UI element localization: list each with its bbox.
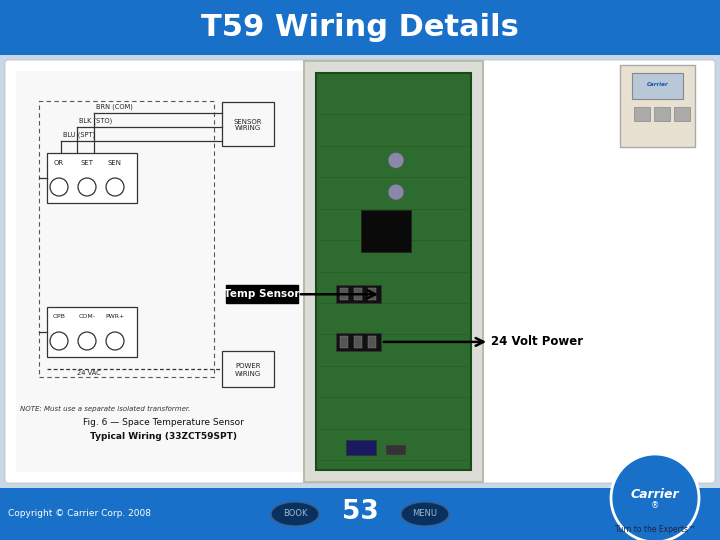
Text: ®: ® bbox=[651, 502, 659, 510]
Bar bbox=[47, 307, 137, 357]
Bar bbox=[0, 488, 720, 540]
Text: 53: 53 bbox=[341, 499, 379, 525]
Bar bbox=[386, 445, 406, 455]
Text: SET: SET bbox=[81, 160, 94, 166]
Text: T59 Wiring Details: T59 Wiring Details bbox=[201, 13, 519, 42]
Bar bbox=[340, 336, 348, 348]
Bar bbox=[674, 107, 690, 121]
Text: BLK (STO): BLK (STO) bbox=[79, 118, 112, 125]
Text: 24 VAC: 24 VAC bbox=[77, 370, 101, 376]
Bar bbox=[47, 153, 137, 203]
Bar bbox=[354, 288, 362, 300]
Text: Copyright © Carrier Corp. 2008: Copyright © Carrier Corp. 2008 bbox=[8, 510, 151, 518]
Text: MENU: MENU bbox=[413, 510, 438, 518]
Bar bbox=[368, 288, 376, 300]
Text: BOOK: BOOK bbox=[283, 510, 307, 518]
Text: 24 Volt Power: 24 Volt Power bbox=[491, 335, 583, 348]
Ellipse shape bbox=[590, 473, 720, 540]
Ellipse shape bbox=[271, 502, 319, 526]
Circle shape bbox=[388, 184, 404, 200]
Text: SEN: SEN bbox=[108, 160, 122, 166]
Bar bbox=[620, 65, 695, 147]
Bar bbox=[336, 333, 381, 351]
Bar bbox=[634, 107, 650, 121]
Bar bbox=[222, 351, 274, 387]
Bar bbox=[316, 73, 471, 470]
Bar bbox=[16, 71, 311, 472]
Bar bbox=[346, 440, 376, 455]
Bar bbox=[226, 285, 298, 303]
Text: COM-: COM- bbox=[78, 314, 96, 320]
Text: BRN (COM): BRN (COM) bbox=[96, 104, 133, 111]
Circle shape bbox=[388, 152, 404, 168]
Text: SENSOR
WIRING: SENSOR WIRING bbox=[234, 118, 262, 132]
Bar bbox=[222, 102, 274, 146]
Bar bbox=[340, 288, 348, 300]
Text: NOTE: Must use a separate isolated transformer.: NOTE: Must use a separate isolated trans… bbox=[20, 406, 190, 412]
Text: PWR+: PWR+ bbox=[105, 314, 125, 320]
Bar bbox=[304, 61, 483, 482]
Text: Temp Sensor: Temp Sensor bbox=[224, 289, 300, 299]
Text: Typical Wiring (33ZCT59SPT): Typical Wiring (33ZCT59SPT) bbox=[90, 432, 237, 441]
Text: OPB: OPB bbox=[53, 314, 66, 320]
Text: BLU (SPT): BLU (SPT) bbox=[63, 132, 95, 138]
Circle shape bbox=[611, 454, 699, 540]
Bar bbox=[0, 0, 720, 55]
Bar bbox=[361, 210, 411, 252]
Text: Turn to the Experts™: Turn to the Experts™ bbox=[615, 525, 696, 535]
Text: Fig. 6 — Space Temperature Sensor: Fig. 6 — Space Temperature Sensor bbox=[83, 418, 244, 427]
Text: Carrier: Carrier bbox=[647, 83, 668, 87]
Text: OR: OR bbox=[54, 160, 64, 166]
Text: Carrier: Carrier bbox=[631, 488, 679, 501]
Bar bbox=[336, 285, 381, 303]
Bar bbox=[368, 336, 376, 348]
Bar bbox=[354, 336, 362, 348]
Bar bbox=[632, 73, 683, 99]
Text: POWER
WIRING: POWER WIRING bbox=[235, 363, 261, 376]
FancyBboxPatch shape bbox=[5, 60, 715, 483]
Bar bbox=[39, 101, 214, 377]
Ellipse shape bbox=[401, 502, 449, 526]
Bar bbox=[654, 107, 670, 121]
